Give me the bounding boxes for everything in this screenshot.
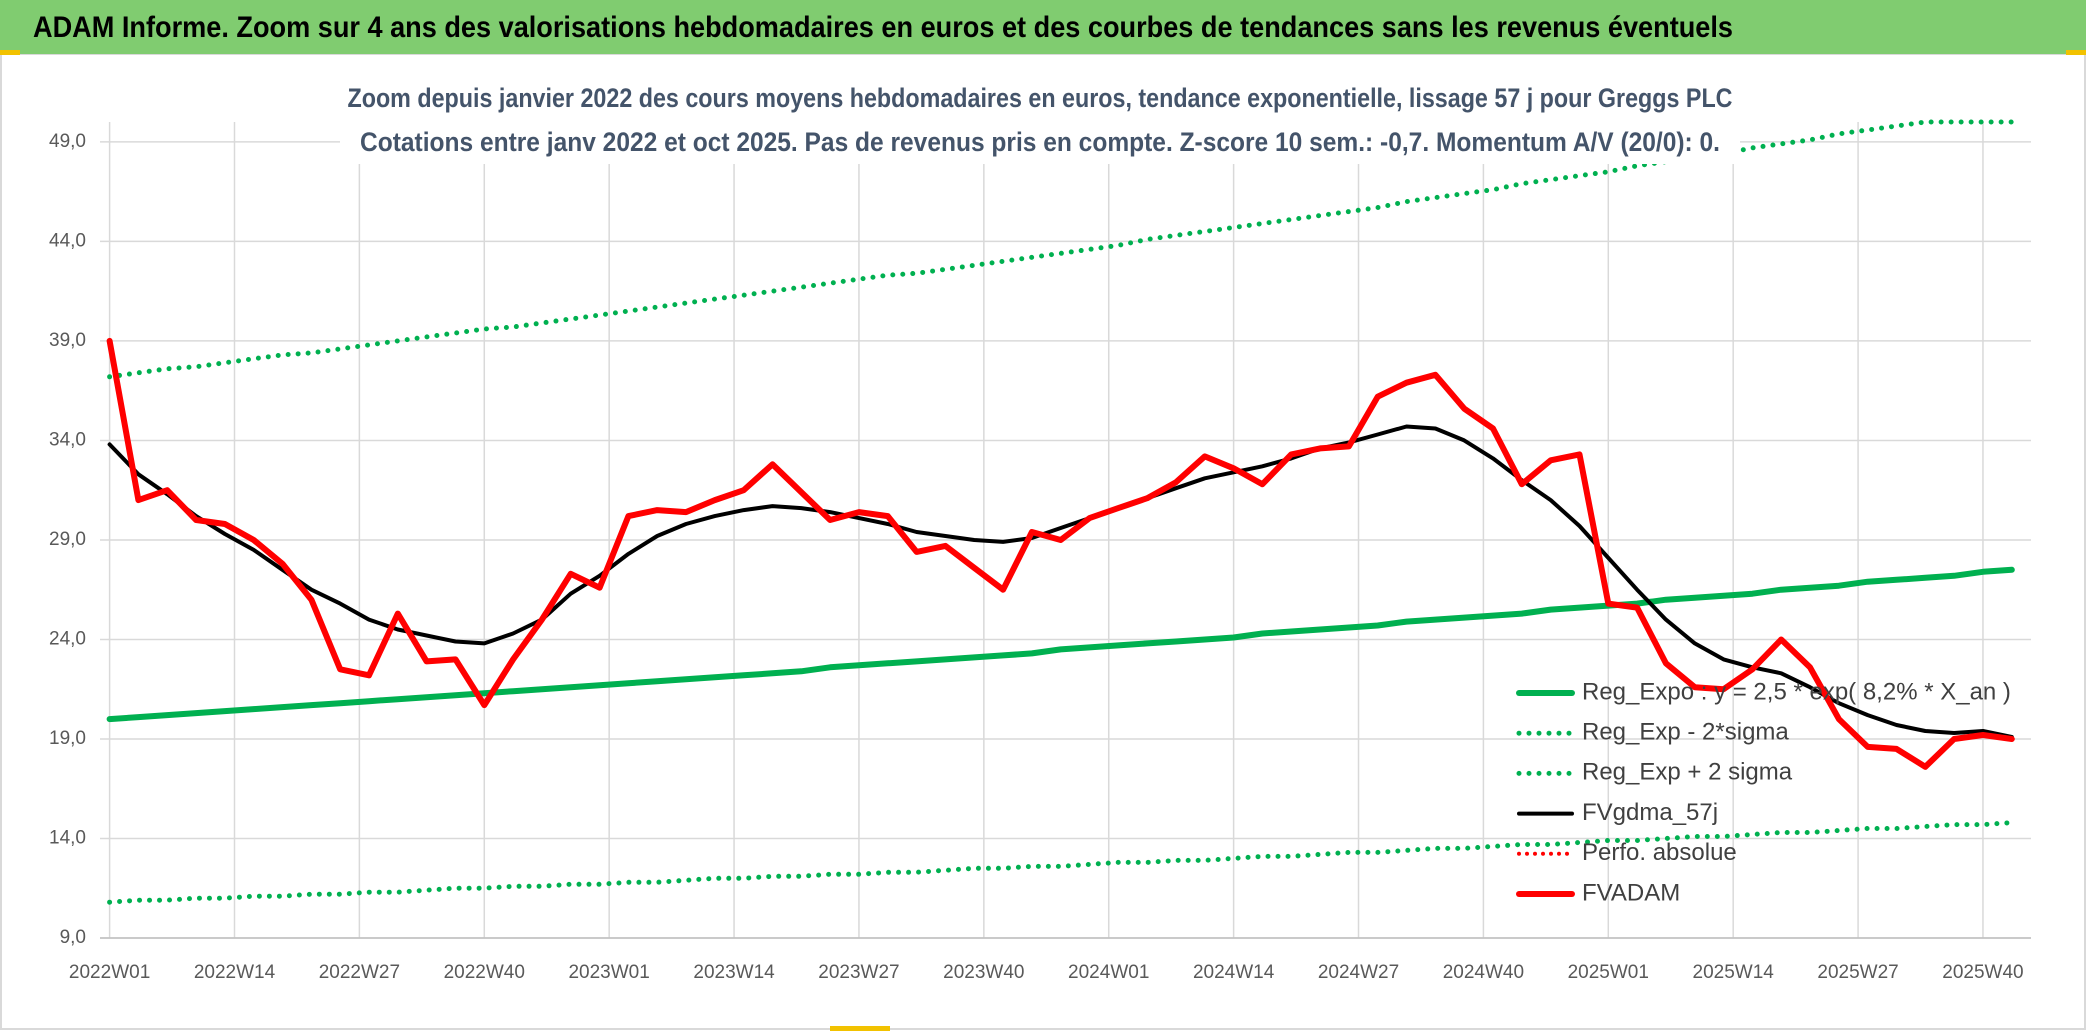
- x-tick-label: 2022W27: [319, 962, 400, 983]
- x-tick-label: 2025W01: [1568, 962, 1649, 983]
- header-band: [0, 0, 2086, 54]
- x-tick-label: 2024W27: [1318, 962, 1399, 983]
- y-tick-label: 44,0: [49, 230, 86, 251]
- x-tick-label: 2024W14: [1193, 962, 1275, 983]
- x-tick-label: 2023W14: [693, 962, 775, 983]
- legend-label: Perfo. absolue: [1582, 839, 1737, 866]
- y-tick-label: 14,0: [49, 828, 86, 849]
- x-tick-label: 2023W27: [818, 962, 899, 983]
- y-tick-label: 9,0: [60, 927, 86, 948]
- x-tick-label: 2024W01: [1068, 962, 1149, 983]
- accent: [0, 50, 20, 55]
- legend-label: FVADAM: [1582, 879, 1680, 906]
- x-tick-label: 2023W40: [943, 962, 1024, 983]
- x-tick-label: 2022W14: [194, 962, 276, 983]
- page-title: ADAM Informe. Zoom sur 4 ans des valoris…: [33, 11, 1733, 44]
- y-tick-label: 39,0: [49, 330, 86, 351]
- series-line: [106, 566, 2015, 723]
- x-tick-label: 2025W40: [1942, 962, 2023, 983]
- x-tick-label: 2022W40: [444, 962, 525, 983]
- accent: [2066, 50, 2086, 55]
- y-tick-label: 24,0: [49, 628, 86, 649]
- legend-label: Reg_Expo : y = 2,5 * exp( 8,2% * X_an ): [1582, 678, 2011, 705]
- y-tick-label: 34,0: [49, 429, 86, 450]
- legend-label: Reg_Exp + 2 sigma: [1582, 759, 1793, 786]
- x-tick-label: 2025W27: [1817, 962, 1898, 983]
- y-tick-label: 19,0: [49, 728, 86, 749]
- chart-subtitle: Cotations entre janv 2022 et oct 2025. P…: [360, 127, 1720, 157]
- x-tick-label: 2024W40: [1443, 962, 1524, 983]
- accent: [830, 1026, 890, 1031]
- y-tick-label: 29,0: [49, 529, 86, 550]
- x-tick-label: 2022W01: [69, 962, 150, 983]
- chart-title: Zoom depuis janvier 2022 des cours moyen…: [348, 83, 1733, 113]
- series-line: [107, 424, 2014, 739]
- series-line: [107, 820, 2015, 905]
- subtitle-background: [340, 78, 1740, 164]
- y-tick-label: 49,0: [49, 131, 86, 152]
- x-tick-label: 2025W14: [1693, 962, 1775, 983]
- legend-label: Reg_Exp - 2*sigma: [1582, 719, 1789, 746]
- x-tick-label: 2023W01: [568, 962, 649, 983]
- series-line: [106, 337, 2015, 770]
- legend-label: FVgdma_57j: [1582, 799, 1718, 826]
